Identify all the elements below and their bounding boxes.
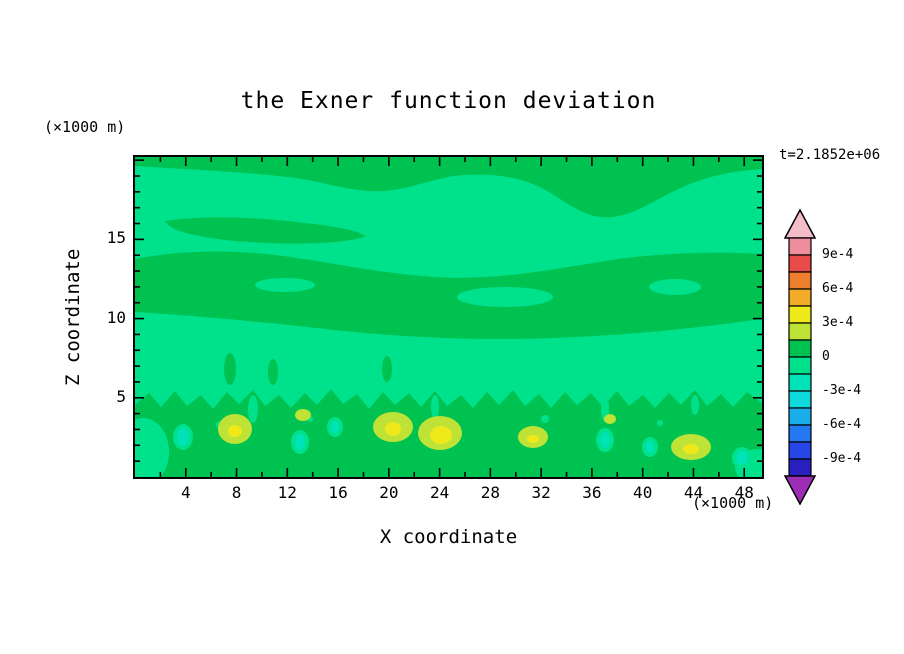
x-axis-tick-labels: 4 8 12 16 20 24 28 32 36 40 44 48 xyxy=(0,483,904,505)
colorbar-tick-label: -9e-4 xyxy=(822,451,862,466)
y-tick-label: 15 xyxy=(106,228,126,248)
chart-title: the Exner function deviation xyxy=(240,88,657,114)
contour-middle-holes xyxy=(255,278,701,307)
colorbar-band xyxy=(788,339,812,358)
x-axis-title: X coordinate xyxy=(379,526,518,548)
colorbar-tick-label: 6e-4 xyxy=(822,281,854,296)
colorbar-band xyxy=(788,356,812,375)
contour-positive-cores xyxy=(228,422,699,454)
y-tick-label: 10 xyxy=(106,307,126,327)
x-tick-label: 16 xyxy=(328,483,348,502)
x-tick-label: 32 xyxy=(531,483,551,502)
y-axis-tick-labels: 5 10 15 xyxy=(60,0,126,654)
x-tick-label: 4 xyxy=(180,483,191,502)
colorbar-tick-label: 3e-4 xyxy=(822,315,854,330)
x-tick-label: 40 xyxy=(633,483,653,502)
colorbar-band xyxy=(788,458,812,477)
colorbar-tick-label: 9e-4 xyxy=(822,247,854,262)
axis-tick-marks xyxy=(135,157,762,477)
x-tick-label: 36 xyxy=(582,483,602,502)
x-tick-label: 44 xyxy=(683,483,704,502)
plot-area xyxy=(133,155,764,479)
colorbar-band xyxy=(788,288,812,307)
colorbar xyxy=(783,208,817,506)
x-tick-label: 24 xyxy=(429,483,450,502)
colorbar-band xyxy=(788,305,812,324)
y-tick-label: 5 xyxy=(116,386,126,406)
colorbar-band xyxy=(788,373,812,392)
contour-negative-spots xyxy=(177,421,748,465)
x-tick-label: 48 xyxy=(734,483,754,502)
colorbar-band xyxy=(788,322,812,341)
x-tick-label: 28 xyxy=(480,483,501,502)
colorbar-band xyxy=(788,424,812,443)
x-tick-label: 20 xyxy=(379,483,399,502)
colorbar-band xyxy=(788,271,812,290)
colorbar-band xyxy=(788,441,812,460)
contour-band-middle xyxy=(135,251,762,339)
contour-field xyxy=(135,157,762,477)
x-tick-label: 12 xyxy=(277,483,297,502)
contour-bottom-holes xyxy=(135,395,762,477)
colorbar-band xyxy=(788,254,812,273)
time-annotation: t=2.1852e+06 xyxy=(779,147,881,163)
x-axis-unit-label: (×1000 m) xyxy=(692,494,774,512)
colorbar-tick-label: -6e-4 xyxy=(822,417,862,432)
x-tick-label: 8 xyxy=(231,483,242,502)
colorbar-band xyxy=(788,407,812,426)
colorbar-over-arrow xyxy=(783,208,817,239)
colorbar-under-arrow xyxy=(783,475,817,506)
colorbar-band xyxy=(788,390,812,409)
contour-band-top-streaks xyxy=(135,157,762,244)
colorbar-tick-label: -3e-4 xyxy=(822,383,862,398)
colorbar-bands xyxy=(788,237,812,477)
colorbar-band xyxy=(788,237,812,256)
y-axis-unit-label: (×1000 m) xyxy=(44,118,126,136)
